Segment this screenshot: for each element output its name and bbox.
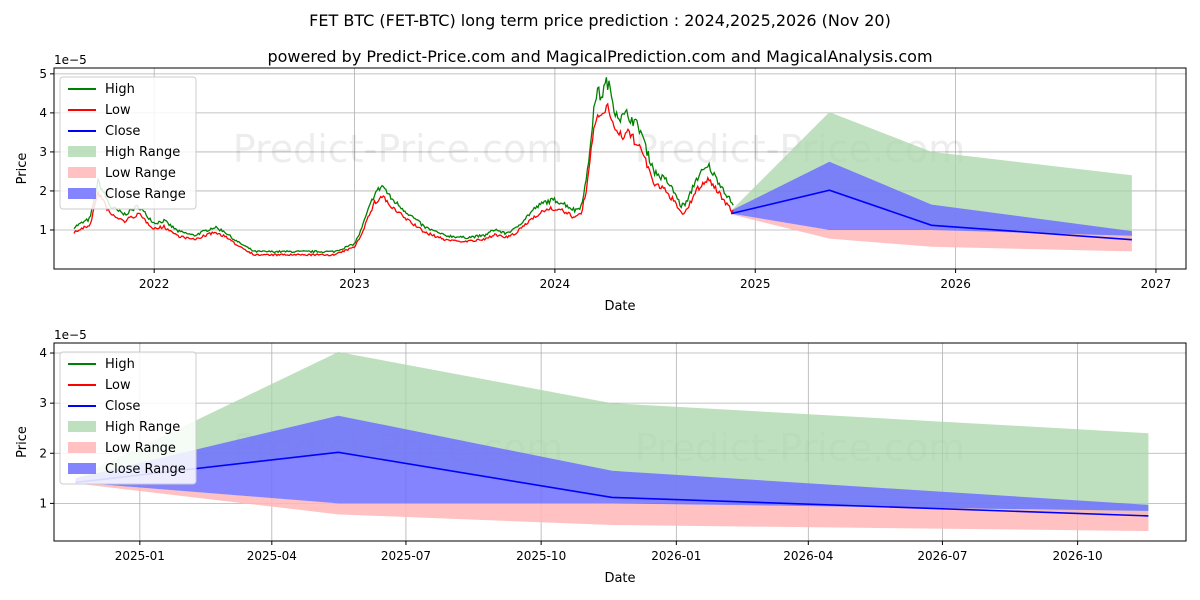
y-tick-label: 4 bbox=[39, 106, 47, 120]
high-line bbox=[73, 77, 734, 254]
x-tick-label: 2024 bbox=[540, 277, 571, 291]
x-ticks: 2025-01 2025-04 2025-07 2025-10 2026-01 2026-… bbox=[115, 541, 1103, 563]
x-ticks: 2022 2023 2024 2025 2026 2027 bbox=[139, 269, 1171, 291]
x-tick-label: 2027 bbox=[1141, 277, 1172, 291]
y-scale-label: 1e−5 bbox=[54, 328, 87, 342]
x-tick-label: 2025-01 bbox=[115, 549, 165, 563]
watermark-text: Predict-Price.com bbox=[233, 276, 564, 320]
x-tick-label: 2026-04 bbox=[783, 549, 833, 563]
y-tick-label: 5 bbox=[39, 67, 47, 81]
y-ticks: 1 2 3 4 bbox=[39, 346, 54, 510]
close-range-band bbox=[731, 161, 1132, 236]
x-axis-label: Date bbox=[604, 299, 635, 314]
legend-label: Low bbox=[105, 103, 131, 118]
legend-swatch bbox=[68, 463, 96, 474]
low-range-band bbox=[731, 213, 1132, 252]
y-tick-label: 3 bbox=[39, 396, 47, 410]
x-tick-label: 2026-01 bbox=[651, 549, 701, 563]
y-ticks: 1 2 3 4 5 bbox=[39, 67, 54, 237]
close-line bbox=[75, 451, 1149, 517]
legend-label: Low Range bbox=[105, 166, 176, 181]
x-tick-label: 2023 bbox=[339, 277, 370, 291]
legend-label: Close bbox=[105, 399, 140, 414]
x-tick-label: 2025 bbox=[740, 277, 771, 291]
panel-top: Predict-Price.com Predict-Price.com Predic… bbox=[15, 53, 1187, 320]
x-tick-label: 2026 bbox=[940, 277, 971, 291]
legend-label: Low bbox=[105, 378, 131, 393]
x-tick-label: 2025-07 bbox=[381, 549, 431, 563]
legend-label: High Range bbox=[105, 145, 180, 160]
y-tick-label: 1 bbox=[39, 223, 47, 237]
legend: High Low Close High Range Low Range Close Ran… bbox=[59, 76, 197, 210]
legend-label: Low Range bbox=[105, 441, 176, 456]
legend-swatch bbox=[68, 146, 96, 157]
y-tick-label: 2 bbox=[39, 184, 47, 198]
high-range-band bbox=[731, 112, 1132, 240]
y-axis-label: Price bbox=[15, 426, 30, 458]
legend-swatch bbox=[68, 167, 96, 178]
y-tick-label: 4 bbox=[39, 346, 47, 360]
plot-area bbox=[73, 77, 1132, 257]
legend-label: Close Range bbox=[105, 187, 186, 202]
panel-bottom: Predict-Price.comPredict-Price.com2025-0… bbox=[15, 328, 1187, 586]
legend-label: High bbox=[105, 82, 135, 97]
legend-label: High Range bbox=[105, 420, 180, 435]
x-tick-label: 2026-10 bbox=[1053, 549, 1103, 563]
legend-label: Close bbox=[105, 124, 140, 139]
x-tick-label: 2022 bbox=[139, 277, 170, 291]
y-axis-label: Price bbox=[15, 153, 30, 185]
high-range-band bbox=[75, 352, 1149, 516]
close-line bbox=[731, 189, 1132, 241]
x-tick-label: 2026-07 bbox=[917, 549, 967, 563]
axes-frame bbox=[53, 67, 1187, 270]
watermark-text: Predict-Price.com bbox=[635, 276, 966, 320]
plot-area bbox=[75, 352, 1149, 531]
legend: High Low Close High Range Low Range Close Ran… bbox=[59, 351, 197, 485]
x-tick-label: 2025-10 bbox=[516, 549, 566, 563]
legend-label: Close Range bbox=[105, 462, 186, 477]
close-range-band bbox=[75, 415, 1149, 511]
legend-label: High bbox=[105, 357, 135, 372]
y-scale-label: 1e−5 bbox=[54, 53, 87, 67]
grid bbox=[54, 68, 1186, 269]
chart-subtitle: powered by Predict-Price.com and Magical… bbox=[267, 47, 932, 66]
chart-title: FET BTC (FET-BTC) long term price predic… bbox=[309, 11, 891, 30]
x-tick-label: 2025-04 bbox=[247, 549, 297, 563]
y-tick-label: 2 bbox=[39, 446, 47, 460]
low-line bbox=[73, 102, 734, 257]
axes-frame bbox=[53, 342, 1187, 542]
legend-swatch bbox=[68, 421, 96, 432]
watermark-text: Predict-Price.com bbox=[233, 127, 564, 171]
y-tick-label: 3 bbox=[39, 145, 47, 159]
legend-swatch bbox=[68, 188, 96, 199]
legend-swatch bbox=[68, 442, 96, 453]
y-tick-label: 1 bbox=[39, 496, 47, 510]
low-range-band bbox=[75, 482, 1149, 531]
x-axis-label: Date bbox=[604, 571, 635, 586]
